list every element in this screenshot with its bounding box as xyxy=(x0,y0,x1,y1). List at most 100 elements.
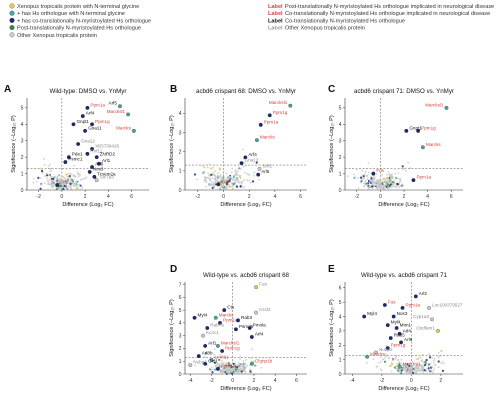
point-label: Cscl2 xyxy=(259,307,271,312)
y-tick-label: 1 xyxy=(179,359,182,365)
y-tick-label: 5 xyxy=(21,106,24,112)
data-point xyxy=(244,366,247,369)
data-point xyxy=(214,180,217,183)
point-label: Ppm1a xyxy=(264,119,279,124)
data-point xyxy=(235,371,238,374)
x-tick-label: -4 xyxy=(188,378,193,384)
data-point xyxy=(228,177,230,179)
data-point xyxy=(75,185,78,188)
data-point xyxy=(222,361,225,364)
y-tick-label: 2 xyxy=(21,155,24,161)
data-point xyxy=(421,353,424,356)
data-point xyxy=(387,181,390,184)
data-point xyxy=(226,188,229,190)
data-point xyxy=(85,176,88,179)
data-point xyxy=(225,363,228,365)
data-point xyxy=(419,356,422,359)
data-point xyxy=(379,185,382,188)
point-label: Fus xyxy=(60,180,68,185)
data-point xyxy=(394,168,397,171)
labeled-point xyxy=(213,315,218,320)
point-label: Arf5 xyxy=(109,101,118,106)
data-point xyxy=(395,176,398,180)
data-point xyxy=(50,169,53,172)
labeled-point xyxy=(365,354,370,359)
labeled-point xyxy=(436,328,440,333)
data-point xyxy=(225,182,228,186)
data-point xyxy=(398,368,401,371)
data-point xyxy=(249,181,252,184)
data-point xyxy=(367,171,370,174)
data-point xyxy=(391,173,393,175)
point-label: Gna12 xyxy=(245,158,259,163)
data-point xyxy=(241,181,244,184)
data-point xyxy=(367,186,370,189)
data-point xyxy=(238,181,241,184)
data-point xyxy=(431,356,434,359)
data-point xyxy=(52,184,55,187)
data-point xyxy=(252,360,255,363)
data-point xyxy=(69,182,72,186)
data-point xyxy=(48,173,51,176)
y-tick-label: 1 xyxy=(339,357,342,363)
background-points xyxy=(32,158,88,191)
point-label: Arl8 xyxy=(404,337,413,342)
data-point xyxy=(409,167,412,170)
data-point xyxy=(219,366,222,369)
y-tick-label: 1 xyxy=(339,171,342,177)
data-point xyxy=(40,167,43,170)
data-point xyxy=(222,173,225,176)
data-point xyxy=(372,176,374,179)
data-point xyxy=(371,185,374,188)
data-point xyxy=(205,181,208,184)
data-point xyxy=(394,173,397,175)
point-label: Slc7a3 xyxy=(100,175,114,180)
data-point xyxy=(353,173,355,176)
labeled-point xyxy=(394,326,399,330)
data-point xyxy=(79,174,82,176)
data-point xyxy=(219,177,222,180)
x-tick-label: 6 xyxy=(295,378,298,384)
data-point xyxy=(413,368,416,371)
data-point xyxy=(228,179,231,183)
data-point xyxy=(380,360,382,363)
data-point xyxy=(418,363,421,366)
data-point xyxy=(230,185,233,188)
point-label: Arf4 xyxy=(86,111,95,116)
data-point xyxy=(430,369,433,372)
data-point xyxy=(208,174,210,177)
data-point xyxy=(50,184,53,187)
data-point xyxy=(391,177,394,180)
point-label: Loc100379527 xyxy=(432,302,463,307)
data-point xyxy=(227,365,230,368)
data-point xyxy=(220,369,223,372)
legend-marker xyxy=(9,17,15,23)
data-point xyxy=(47,182,49,185)
data-point xyxy=(39,177,42,180)
legend-label: Co-translationally N-myristoylated Hs or… xyxy=(285,11,490,17)
data-point xyxy=(410,365,412,368)
data-point xyxy=(240,180,243,183)
labeled-point xyxy=(397,364,402,369)
data-point xyxy=(251,180,255,183)
point-label: XB5739426 xyxy=(95,143,119,148)
data-point xyxy=(427,363,431,366)
point-label: Marcksl1 xyxy=(107,109,126,114)
point-label: Arl8 xyxy=(95,162,104,167)
data-point xyxy=(397,186,400,189)
data-point xyxy=(415,365,418,368)
data-point xyxy=(217,362,220,365)
data-point xyxy=(380,356,382,359)
data-point xyxy=(397,172,400,174)
data-point xyxy=(213,365,216,368)
data-point xyxy=(221,363,224,365)
data-point xyxy=(43,158,46,160)
data-point xyxy=(375,180,378,183)
labeled-point xyxy=(249,361,254,366)
data-point xyxy=(204,352,208,355)
data-point xyxy=(398,177,401,180)
labeled-point xyxy=(220,349,225,353)
point-label: Lmnb1 xyxy=(215,354,229,359)
y-axis-label: Significance (−Log₁₀ P) xyxy=(169,115,175,173)
